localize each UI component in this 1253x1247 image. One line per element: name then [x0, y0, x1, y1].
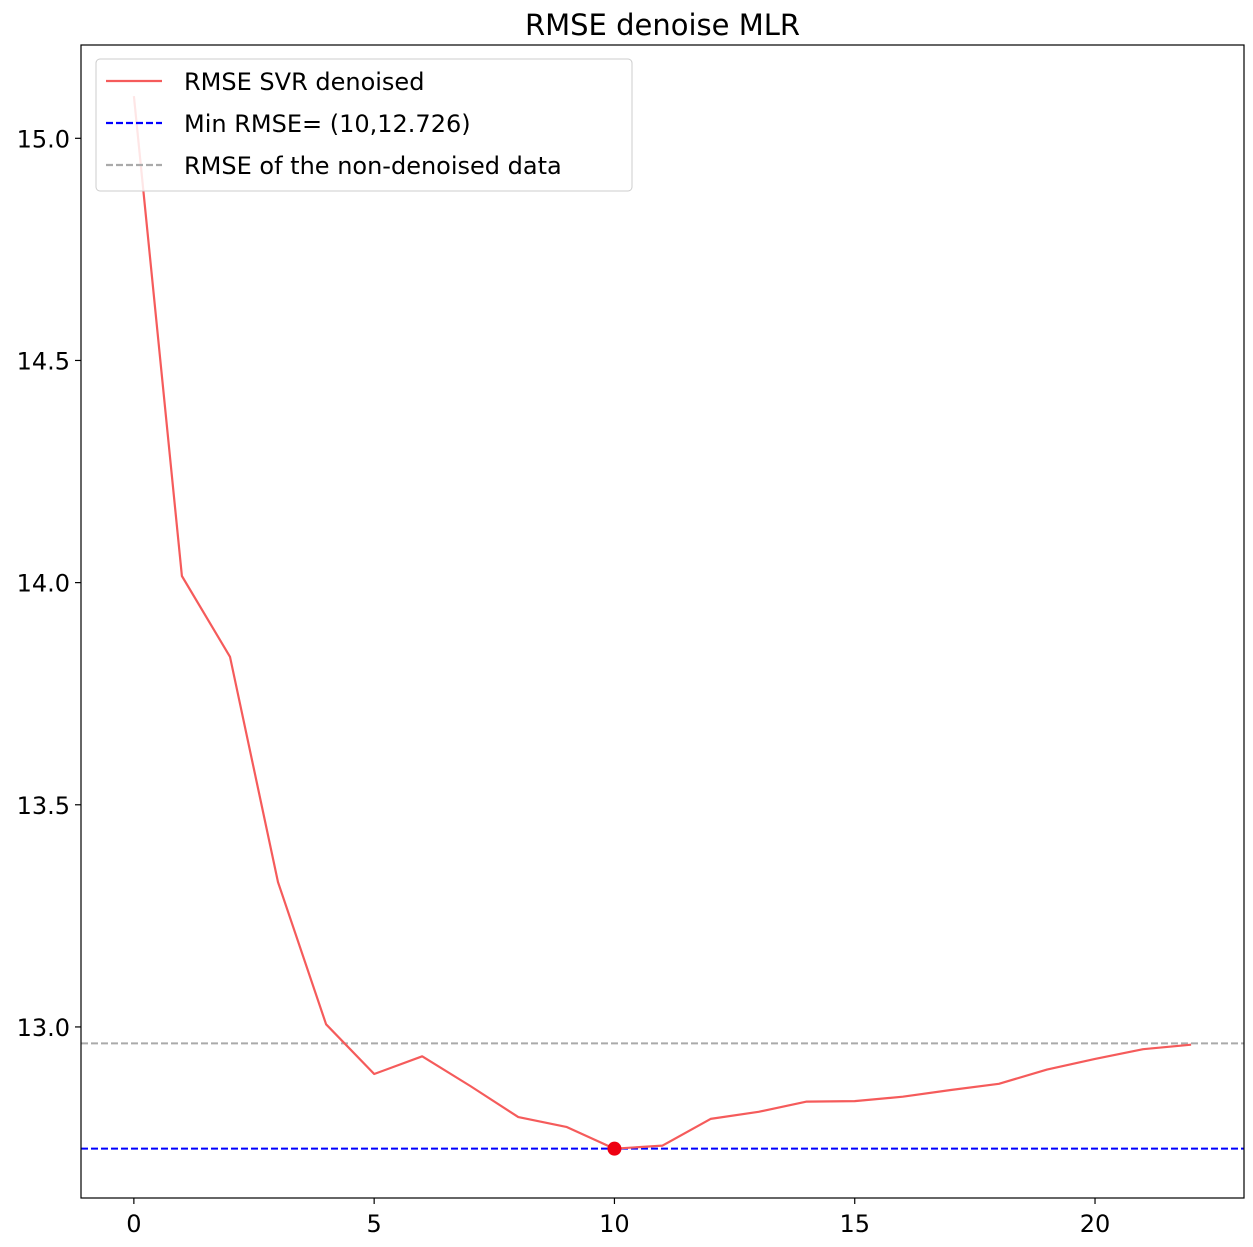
legend-label: RMSE of the non-denoised data: [184, 152, 562, 180]
y-tick-label: 14.0: [17, 570, 70, 598]
y-tick-label: 13.0: [17, 1014, 70, 1042]
plot-area: [81, 95, 1244, 1156]
y-tick-label: 15.0: [17, 125, 70, 153]
y-tick-label: 13.5: [17, 792, 70, 820]
x-tick-label: 10: [599, 1210, 630, 1238]
plot-content: [81, 95, 1244, 1156]
min-point-marker: [607, 1141, 622, 1156]
axes-frame: [80, 44, 1245, 1199]
legend: RMSE SVR denoised Min RMSE= (10,12.726) RM…: [95, 58, 633, 192]
axis-ticks: 0 5 10 15 20 13.0 13.5 14.0 14.5 15.0: [17, 125, 1111, 1238]
legend-box: [95, 58, 633, 192]
chart-title: RMSE denoise MLR: [525, 8, 800, 42]
x-tick-label: 0: [126, 1210, 141, 1238]
legend-label: Min RMSE= (10,12.726): [184, 110, 471, 138]
y-tick-label: 14.5: [17, 347, 70, 375]
x-tick-label: 15: [839, 1210, 870, 1238]
x-tick-label: 20: [1080, 1210, 1111, 1238]
series-line-1: [132, 95, 1192, 1150]
legend-label: RMSE SVR denoised: [184, 68, 424, 96]
x-tick-label: 5: [367, 1210, 382, 1238]
